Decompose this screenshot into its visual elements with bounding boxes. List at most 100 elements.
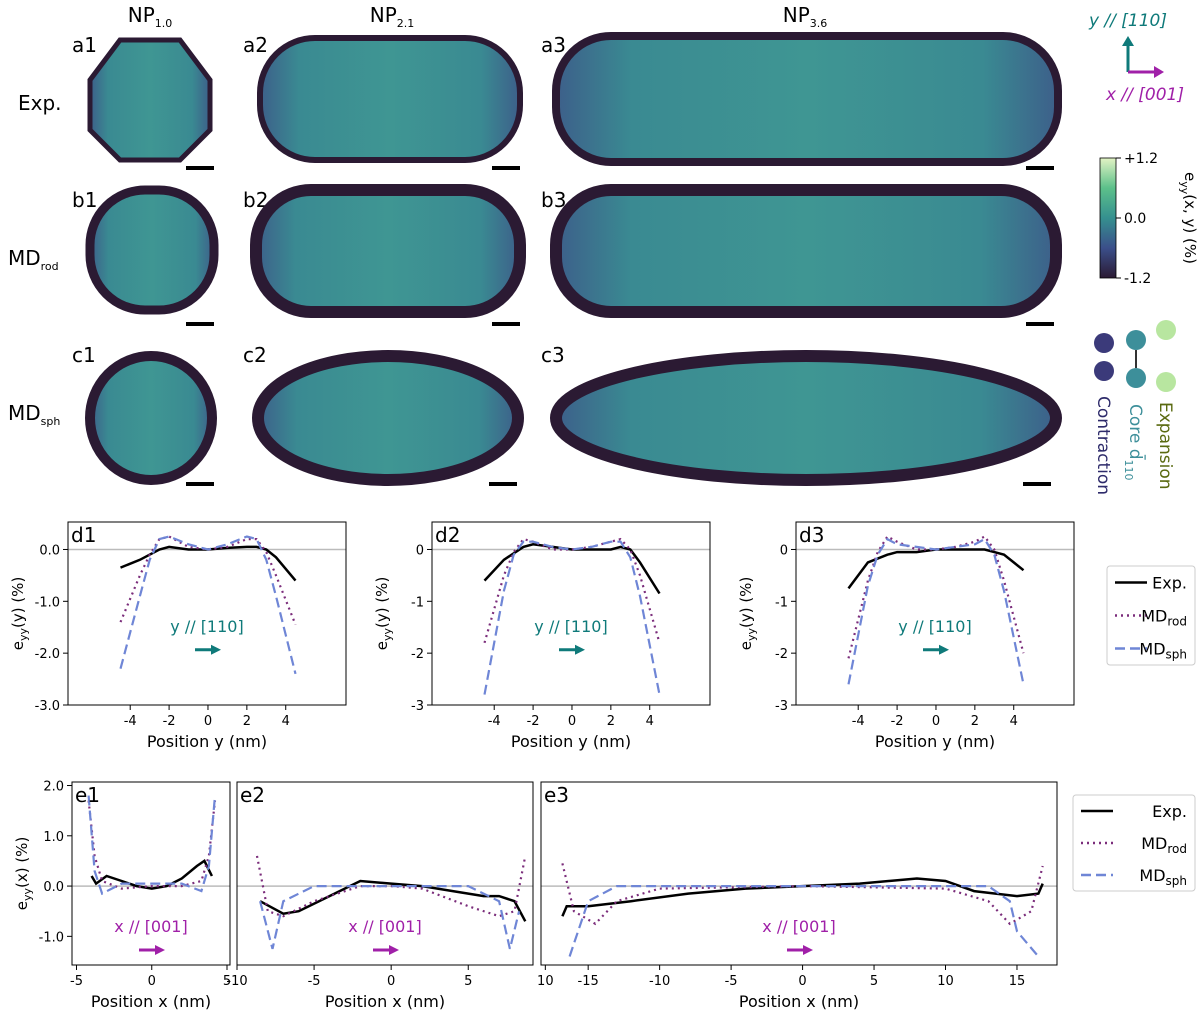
legend-label: MDrod bbox=[1141, 834, 1187, 856]
strain-map bbox=[252, 350, 524, 486]
colorbar-label: eyy(x, y) (%) bbox=[1178, 172, 1199, 264]
annotation-arrowhead bbox=[803, 945, 813, 956]
x-axis-label: Position y (nm) bbox=[511, 732, 631, 751]
annotation: y // [110] bbox=[534, 617, 607, 636]
panel-label: c2 bbox=[243, 343, 267, 367]
axis-indicator-label: x // [001] bbox=[1105, 85, 1184, 105]
y-tick-label: 0 bbox=[780, 543, 788, 558]
chart: -15 -10 -5 0 5 10 15 e3 Position x (nm) x // [001… bbox=[540, 781, 1196, 1011]
x-tick-label: 10 bbox=[537, 974, 554, 989]
chart: -4 -2 0 2 4 0.0 -1.0 -2.0 -3.0 d1 Position y (nm) e… bbox=[9, 521, 347, 751]
panel-label: c3 bbox=[541, 343, 565, 367]
legend-label: Exp. bbox=[1152, 802, 1187, 821]
axis-indicator: y // [110] x // [001] bbox=[1088, 11, 1184, 105]
series-line bbox=[119, 535, 297, 675]
panel-label: d2 bbox=[435, 523, 460, 547]
x-tick-label: 4 bbox=[646, 714, 654, 729]
x-tick-label: 5 bbox=[223, 974, 231, 989]
legend-text: Contraction bbox=[1093, 396, 1113, 495]
x-tick-label: 5 bbox=[870, 974, 878, 989]
y-tick-label: 0.0 bbox=[43, 880, 64, 895]
series-line bbox=[120, 545, 297, 582]
y-label-part: yy bbox=[17, 628, 30, 642]
scale-bars bbox=[186, 166, 1054, 486]
panel-label: a2 bbox=[243, 33, 268, 57]
map-headers: NP1.0 NP2.1 NP3.6 Exp. MDrod MDsph a1 a2… bbox=[8, 3, 827, 428]
plot-area bbox=[237, 782, 533, 965]
y-axis-label: eyy(y) (%) bbox=[737, 577, 758, 651]
x-tick-label: -2 bbox=[527, 714, 540, 729]
y-tick-label: -3 bbox=[775, 699, 788, 714]
colorbar-scale bbox=[1099, 157, 1117, 279]
x-tick-label: 2 bbox=[607, 714, 615, 729]
legend-label: MDsph bbox=[1139, 640, 1187, 662]
legend-name: Exp. bbox=[1152, 574, 1187, 593]
strain-map bbox=[85, 185, 219, 315]
series-line bbox=[259, 885, 521, 950]
series-line bbox=[87, 800, 217, 890]
y-axis-label: eyy(y) (%) bbox=[9, 577, 30, 651]
annotation-arrowhead bbox=[939, 644, 949, 655]
y-label-part: yy bbox=[21, 888, 34, 902]
strain-maps bbox=[85, 32, 1062, 486]
x-tick-label: 5 bbox=[464, 974, 472, 989]
strain-map bbox=[550, 184, 1062, 318]
x-tick-label: 2 bbox=[971, 714, 979, 729]
plot-area bbox=[432, 522, 710, 705]
arrowhead bbox=[1154, 66, 1164, 78]
strain-map bbox=[257, 35, 523, 163]
y-tick-label: -1 bbox=[411, 595, 424, 610]
chart: -10 -5 0 5 10 e2 Position x (nm) x // [001] bbox=[226, 781, 554, 1011]
plot-frame bbox=[540, 781, 1058, 966]
y-axis-label: eyy(x) (%) bbox=[13, 837, 34, 911]
x-axis-label: Position y (nm) bbox=[875, 732, 995, 751]
atom bbox=[1094, 361, 1114, 381]
atom bbox=[1156, 372, 1176, 392]
panel-label: a1 bbox=[72, 33, 97, 57]
annotation: x // [001] bbox=[762, 917, 835, 936]
plot-frame bbox=[431, 521, 711, 706]
x-tick-label: 0 bbox=[798, 974, 806, 989]
x-tick-label: 0 bbox=[568, 714, 576, 729]
chart: -4 -2 0 2 4 0 -1 -2 -3 d2 Position y (nm) eyy(y) (%… bbox=[373, 521, 711, 751]
x-tick-label: -2 bbox=[891, 714, 904, 729]
x-axis-label: Position x (nm) bbox=[739, 992, 859, 1011]
axis-indicator-label: y // [110] bbox=[1088, 11, 1167, 31]
y-label-part: yy bbox=[381, 628, 394, 642]
x-tick-label: 0 bbox=[148, 974, 156, 989]
annotation: x // [001] bbox=[348, 917, 421, 936]
column-header: NP1.0 bbox=[128, 3, 173, 30]
legend-name: MD bbox=[1141, 607, 1167, 626]
series-line bbox=[847, 537, 1025, 685]
y-tick-label: -1.0 bbox=[35, 595, 60, 610]
x-tick-label: 4 bbox=[282, 714, 290, 729]
column-header: NP3.6 bbox=[783, 3, 828, 30]
atom bbox=[1126, 368, 1146, 388]
colorbar-tick-label: -1.2 bbox=[1124, 271, 1151, 287]
legend-text: Core d̄110 bbox=[1122, 404, 1147, 481]
panel-label: e2 bbox=[240, 783, 265, 807]
plot-frame bbox=[71, 781, 231, 966]
y-label-part: yy bbox=[745, 628, 758, 642]
chart: -4 -2 0 2 4 0 -1 -2 -3 d3 Position y (nm) eyy(y) (%… bbox=[737, 521, 1196, 751]
x-axis-label: Position y (nm) bbox=[147, 732, 267, 751]
panel-label: b1 bbox=[72, 188, 97, 212]
y-tick-label: 1.0 bbox=[43, 830, 64, 845]
y-label-part: (y) (%) bbox=[737, 577, 755, 628]
annotation-arrowhead bbox=[211, 644, 221, 655]
chart: -5 0 5 2.0 1.0 0.0 -1.0 e1 Position x (nm) eyy(x)… bbox=[13, 780, 231, 1011]
y-tick-label: -3 bbox=[411, 699, 424, 714]
series-line bbox=[483, 540, 661, 695]
legend-label: Exp. bbox=[1152, 574, 1187, 593]
y-label-part: e bbox=[373, 641, 391, 650]
series-line bbox=[87, 795, 217, 896]
annotation: x // [001] bbox=[114, 917, 187, 936]
plot-area bbox=[796, 522, 1074, 705]
legend-label: MDsph bbox=[1139, 866, 1187, 888]
annotation-arrowhead bbox=[389, 945, 399, 956]
atom bbox=[1126, 330, 1146, 350]
x-tick-label: 0 bbox=[204, 714, 212, 729]
y-tick-label: -2 bbox=[775, 647, 788, 662]
x-tick-label: 15 bbox=[1009, 974, 1026, 989]
